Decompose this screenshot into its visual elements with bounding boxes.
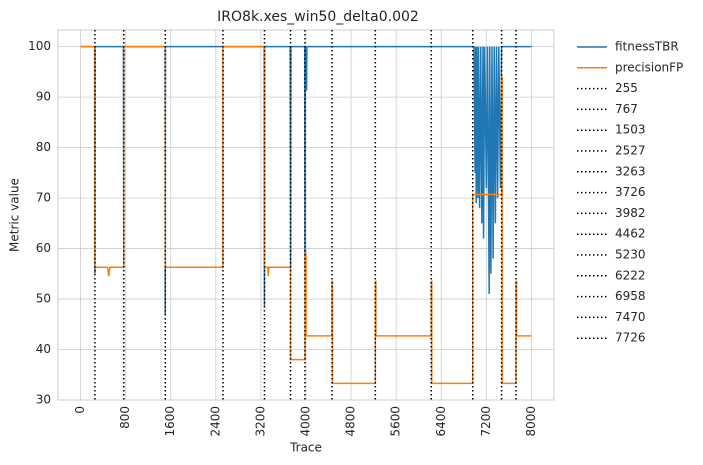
y-tick-label: 50 [36, 292, 51, 306]
legend-label: fitnessTBR [615, 40, 679, 54]
x-tick-label: 0 [73, 406, 87, 414]
x-tick-label: 8000 [524, 406, 538, 437]
y-tick-label: 30 [36, 393, 51, 407]
y-tick-label: 80 [36, 140, 51, 154]
y-tick-label: 60 [36, 241, 51, 255]
legend-label: 4462 [615, 227, 646, 241]
x-tick-label: 1600 [163, 406, 177, 437]
legend-label: 255 [615, 81, 638, 95]
legend-label: 2527 [615, 144, 646, 158]
y-axis-label: Metric value [8, 178, 22, 252]
x-tick-label: 7200 [479, 406, 493, 437]
x-tick-label: 2400 [208, 406, 222, 437]
y-tick-label: 40 [36, 342, 51, 356]
legend-label: precisionFP [615, 60, 683, 74]
legend-label: 3982 [615, 206, 646, 220]
x-tick-label: 6400 [434, 406, 448, 437]
y-tick-label: 70 [36, 191, 51, 205]
x-tick-label: 800 [118, 406, 132, 429]
series-line [80, 45, 532, 315]
legend-label: 1503 [615, 123, 646, 137]
legend-label: 3263 [615, 164, 646, 178]
legend-label: 6958 [615, 289, 646, 303]
x-tick-label: 4000 [299, 406, 313, 437]
legend-label: 3726 [615, 185, 646, 199]
legend-label: 5230 [615, 248, 646, 262]
x-tick-label: 4800 [344, 406, 358, 437]
series-line [80, 45, 532, 385]
legend-label: 7726 [615, 331, 646, 345]
y-tick-label: 100 [28, 39, 51, 53]
legend-label: 6222 [615, 268, 646, 282]
x-tick-label: 5600 [389, 406, 403, 437]
x-axis-label: Trace [289, 441, 322, 455]
legend-label: 7470 [615, 310, 646, 324]
legend-label: 767 [615, 102, 638, 116]
x-tick-label: 3200 [253, 406, 267, 437]
y-tick-label: 90 [36, 90, 51, 104]
chart-title: IRO8k.xes_win50_delta0.002 [217, 9, 419, 25]
